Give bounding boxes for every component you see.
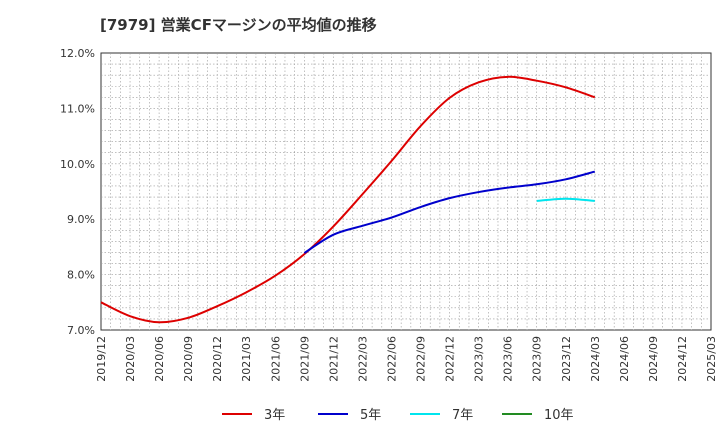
legend-label: 3年 bbox=[264, 408, 285, 423]
y-tick-label: 7.0% bbox=[67, 324, 95, 337]
x-tick-label: 2019/12 bbox=[95, 336, 108, 382]
x-tick-label: 2020/12 bbox=[211, 336, 224, 382]
x-tick-label: 2023/12 bbox=[560, 336, 573, 382]
y-tick-label: 12.0% bbox=[60, 47, 95, 60]
chart-title: [7979] 営業CFマージンの平均値の推移 bbox=[100, 16, 377, 34]
x-tick-label: 2023/03 bbox=[473, 336, 486, 382]
legend: 3年 5年 7年 10年 bbox=[222, 408, 574, 423]
legend-label: 5年 bbox=[360, 408, 381, 423]
x-tick-label: 2020/03 bbox=[124, 336, 137, 382]
x-tick-label: 2025/03 bbox=[705, 336, 718, 382]
y-tick-label: 10.0% bbox=[60, 158, 95, 171]
series-lines bbox=[100, 75, 596, 324]
x-tick-label: 2024/09 bbox=[647, 336, 660, 382]
x-tick-label: 2020/09 bbox=[182, 336, 195, 382]
y-tick-label: 11.0% bbox=[60, 102, 95, 115]
x-tick-label: 2022/06 bbox=[385, 336, 398, 382]
x-tick-label: 2023/09 bbox=[531, 336, 544, 382]
grid-lines bbox=[101, 53, 711, 330]
axes: 7.0% 8.0% 9.0% 10.0% 11.0% 12.0% 2019/12 2020/0… bbox=[60, 47, 718, 382]
x-tick-label: 2022/03 bbox=[356, 336, 369, 382]
x-tick-label: 2021/03 bbox=[240, 336, 253, 382]
x-tick-label: 2020/06 bbox=[153, 336, 166, 382]
x-tick-label: 2023/06 bbox=[502, 336, 515, 382]
x-tick-label: 2024/12 bbox=[676, 336, 689, 382]
legend-label: 7年 bbox=[452, 408, 473, 423]
y-tick-label: 8.0% bbox=[67, 269, 95, 282]
x-tick-label: 2022/12 bbox=[444, 336, 457, 382]
plot-area bbox=[100, 52, 712, 331]
x-tick-label: 2021/12 bbox=[327, 336, 340, 382]
x-tick-label: 2022/09 bbox=[415, 336, 428, 382]
legend-label: 10年 bbox=[544, 408, 574, 423]
x-tick-label: 2021/06 bbox=[269, 336, 282, 382]
y-tick-label: 9.0% bbox=[67, 213, 95, 226]
series-line-3年 bbox=[100, 75, 596, 324]
x-tick-label: 2024/06 bbox=[618, 336, 631, 382]
x-tick-label: 2024/03 bbox=[589, 336, 602, 382]
x-tick-label: 2021/09 bbox=[298, 336, 311, 382]
